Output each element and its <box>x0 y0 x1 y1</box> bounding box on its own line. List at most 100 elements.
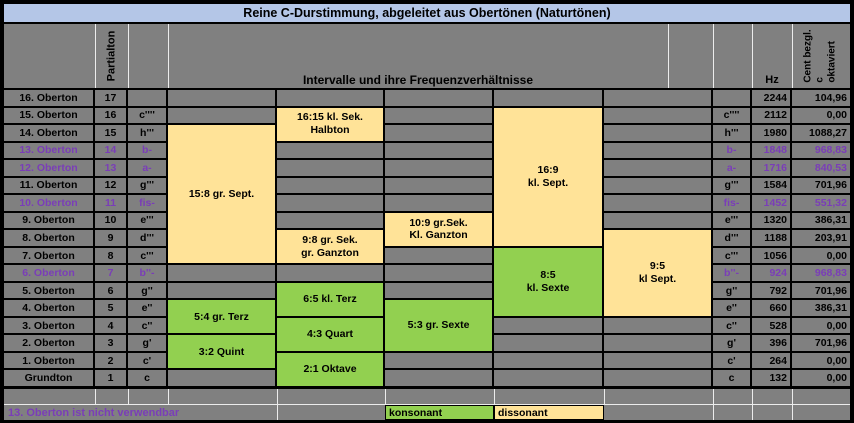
cent-value-cell[interactable]: 0,00 <box>792 352 850 369</box>
partial-number-cell[interactable]: 12 <box>95 177 126 194</box>
empty-interval-cell[interactable] <box>277 142 383 159</box>
interval-cell[interactable]: 10:9 gr.Sek. Kl. Ganzton <box>385 212 492 246</box>
empty-interval-cell[interactable] <box>604 177 711 194</box>
cent-value-cell[interactable]: 0,00 <box>792 370 850 386</box>
note-name-left-cell[interactable]: e''' <box>128 212 166 229</box>
note-name-right-cell[interactable]: a- <box>713 160 750 176</box>
partial-number-cell[interactable]: 13 <box>95 160 126 176</box>
empty-interval-cell[interactable] <box>277 177 383 194</box>
interval-cell[interactable]: 8:5 kl. Sexte <box>494 247 602 316</box>
frequency-hz-cell[interactable]: 1716 <box>752 160 790 176</box>
empty-interval-cell[interactable] <box>604 125 711 141</box>
frequency-hz-cell[interactable]: 1452 <box>752 195 790 211</box>
note-name-right-cell[interactable] <box>713 90 750 106</box>
interval-cell[interactable]: 16:9 kl. Sept. <box>494 107 602 246</box>
cent-value-cell[interactable]: 701,96 <box>792 282 850 299</box>
empty-interval-cell[interactable] <box>385 160 492 176</box>
empty-interval-cell[interactable] <box>604 370 711 386</box>
frequency-hz-cell[interactable]: 1980 <box>752 125 790 141</box>
partial-number-cell[interactable]: 11 <box>95 195 126 211</box>
note-name-right-cell[interactable]: b''- <box>713 265 750 281</box>
note-name-right-cell[interactable]: c''' <box>713 247 750 264</box>
empty-interval-cell[interactable] <box>494 370 602 386</box>
title-bar[interactable]: Reine C-Durstimmung, abgeleitet aus Ober… <box>4 4 850 22</box>
note-name-right-cell[interactable]: g''' <box>713 177 750 194</box>
empty-interval-cell[interactable] <box>604 335 711 351</box>
cent-value-cell[interactable]: 840,53 <box>792 160 850 176</box>
note-name-left-cell[interactable]: c'''' <box>128 107 166 124</box>
empty-interval-cell[interactable] <box>385 195 492 211</box>
partial-number-cell[interactable]: 14 <box>95 142 126 159</box>
frequency-hz-cell[interactable]: 2112 <box>752 107 790 124</box>
interval-cell[interactable]: 5:3 gr. Sexte <box>385 300 492 351</box>
empty-interval-cell[interactable] <box>168 265 275 281</box>
frequency-hz-cell[interactable]: 924 <box>752 265 790 281</box>
overtone-label-cell[interactable]: 13. Oberton <box>4 142 93 159</box>
frequency-hz-cell[interactable]: 132 <box>752 370 790 386</box>
cent-value-cell[interactable]: 1088,27 <box>792 125 850 141</box>
note-name-right-cell[interactable]: c'' <box>713 317 750 334</box>
partial-number-cell[interactable]: 10 <box>95 212 126 229</box>
partial-number-cell[interactable]: 16 <box>95 107 126 124</box>
frequency-hz-cell[interactable]: 1188 <box>752 230 790 246</box>
empty-interval-cell[interactable] <box>494 317 602 334</box>
overtone-label-cell[interactable]: 12. Oberton <box>4 160 93 176</box>
cent-value-cell[interactable]: 0,00 <box>792 107 850 124</box>
note-name-left-cell[interactable]: b- <box>128 142 166 159</box>
note-name-left-cell[interactable] <box>128 90 166 106</box>
empty-interval-cell[interactable] <box>385 90 492 106</box>
cent-value-cell[interactable]: 701,96 <box>792 177 850 194</box>
cent-value-cell[interactable]: 701,96 <box>792 335 850 351</box>
interval-cell[interactable]: 4:3 Quart <box>277 317 383 351</box>
empty-interval-cell[interactable] <box>385 282 492 299</box>
empty-interval-cell[interactable] <box>385 107 492 124</box>
empty-interval-cell[interactable] <box>604 107 711 124</box>
overtone-label-cell[interactable]: 4. Oberton <box>4 300 93 316</box>
cent-value-cell[interactable]: 386,31 <box>792 212 850 229</box>
cent-value-cell[interactable]: 968,83 <box>792 265 850 281</box>
note-name-left-cell[interactable]: g' <box>128 335 166 351</box>
interval-cell[interactable]: 9:5 kl Sept. <box>604 230 711 316</box>
overtone-label-cell[interactable]: 16. Oberton <box>4 90 93 106</box>
overtone-label-cell[interactable]: 3. Oberton <box>4 317 93 334</box>
note-name-right-cell[interactable]: d''' <box>713 230 750 246</box>
partial-number-cell[interactable]: 1 <box>95 370 126 386</box>
interval-cell[interactable]: 15:8 gr. Sept. <box>168 125 275 264</box>
overtone-label-cell[interactable]: 6. Oberton <box>4 265 93 281</box>
empty-interval-cell[interactable] <box>604 195 711 211</box>
frequency-hz-cell[interactable]: 396 <box>752 335 790 351</box>
empty-interval-cell[interactable] <box>277 265 383 281</box>
note-name-left-cell[interactable]: c''' <box>128 247 166 264</box>
overtone-label-cell[interactable]: 5. Oberton <box>4 282 93 299</box>
empty-interval-cell[interactable] <box>385 352 492 369</box>
note-name-right-cell[interactable]: e'' <box>713 300 750 316</box>
overtone-label-cell[interactable]: 1. Oberton <box>4 352 93 369</box>
frequency-hz-cell[interactable]: 264 <box>752 352 790 369</box>
frequency-hz-cell[interactable]: 1848 <box>752 142 790 159</box>
interval-cell[interactable]: 5:4 gr. Terz <box>168 300 275 334</box>
overtone-label-cell[interactable]: 2. Oberton <box>4 335 93 351</box>
frequency-hz-cell[interactable]: 1584 <box>752 177 790 194</box>
note-name-left-cell[interactable]: c <box>128 370 166 386</box>
overtone-label-cell[interactable]: 14. Oberton <box>4 125 93 141</box>
note-name-left-cell[interactable]: c' <box>128 352 166 369</box>
empty-interval-cell[interactable] <box>604 90 711 106</box>
hz-column-header[interactable]: Hz <box>765 74 779 86</box>
partial-number-cell[interactable]: 2 <box>95 352 126 369</box>
cent-column-header[interactable]: Cent bezgl. c oktaviert <box>792 24 850 88</box>
note-name-right-cell[interactable]: c' <box>713 352 750 369</box>
overtone-label-cell[interactable]: 8. Oberton <box>4 230 93 246</box>
empty-interval-cell[interactable] <box>494 335 602 351</box>
note-name-left-cell[interactable]: d''' <box>128 230 166 246</box>
empty-interval-cell[interactable] <box>168 90 275 106</box>
partial-number-cell[interactable]: 5 <box>95 300 126 316</box>
empty-interval-cell[interactable] <box>604 160 711 176</box>
note-name-right-cell[interactable]: e''' <box>713 212 750 229</box>
cent-value-cell[interactable]: 203,91 <box>792 230 850 246</box>
partial-number-cell[interactable]: 15 <box>95 125 126 141</box>
partial-number-cell[interactable]: 7 <box>95 265 126 281</box>
note-name-right-cell[interactable]: fis- <box>713 195 750 211</box>
note-name-left-cell[interactable]: b''- <box>128 265 166 281</box>
frequency-hz-cell[interactable]: 1320 <box>752 212 790 229</box>
empty-interval-cell[interactable] <box>277 212 383 229</box>
